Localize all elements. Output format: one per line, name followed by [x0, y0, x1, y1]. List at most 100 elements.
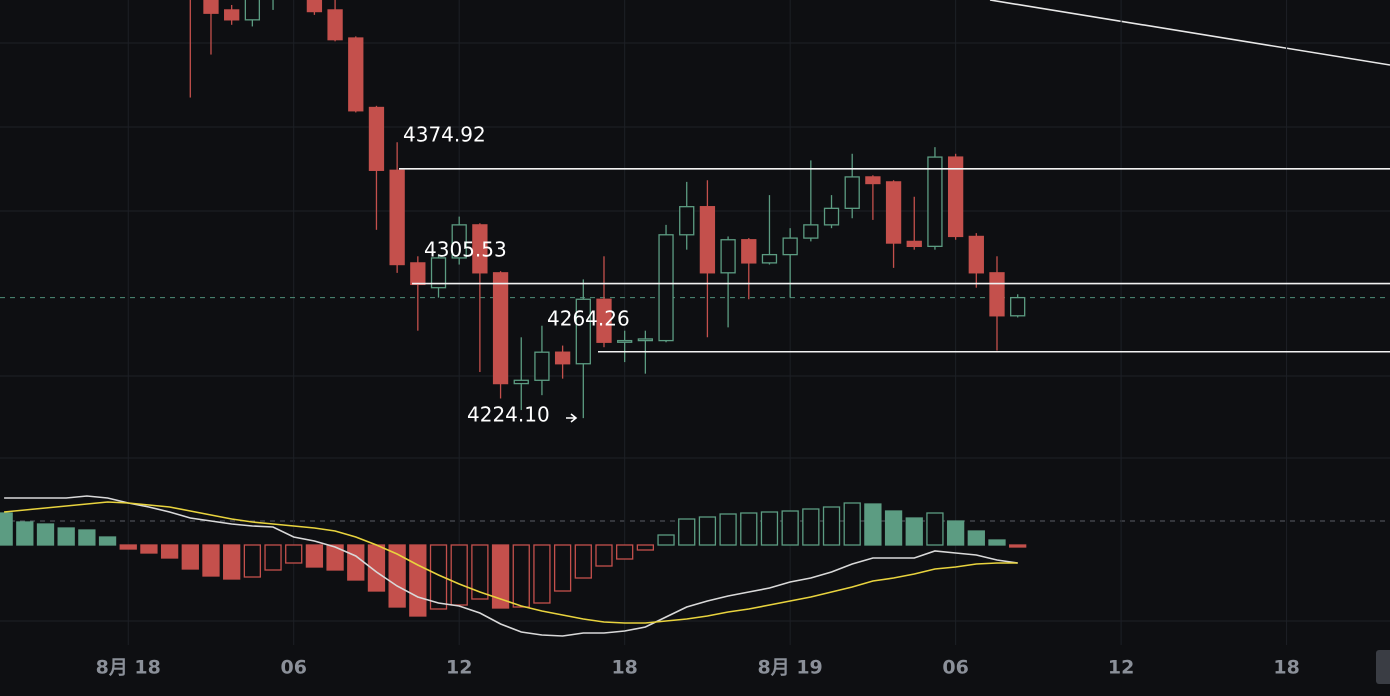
macd-bar	[574, 544, 592, 579]
macd-bar	[347, 544, 365, 581]
macd-bar	[533, 544, 551, 604]
macd-line	[4, 495, 1018, 637]
macd-bar	[657, 534, 675, 546]
low-marker-label: 4224.10	[467, 403, 550, 427]
price-level-label: 4374.92	[403, 123, 486, 147]
macd-bar	[326, 544, 344, 571]
x-tick-label: 06	[280, 657, 306, 679]
macd-bar	[0, 512, 13, 546]
macd-bar	[760, 511, 779, 546]
candle-body	[513, 379, 529, 385]
candle-body	[596, 298, 612, 343]
macd-bar	[905, 517, 923, 546]
candle-body	[1010, 296, 1026, 317]
candle-body	[492, 272, 509, 385]
candle-body	[906, 240, 922, 248]
candle-body	[720, 239, 736, 274]
macd-bar	[698, 516, 717, 546]
macd-panel	[0, 495, 1027, 637]
low-marker-arrow	[566, 413, 578, 423]
x-tick-label: 06	[942, 657, 968, 679]
candle-body	[782, 237, 798, 256]
macd-bar	[884, 510, 903, 546]
candle-body	[244, 0, 261, 21]
macd-bar	[616, 544, 634, 560]
candle-body	[761, 253, 778, 264]
macd-bar	[740, 512, 758, 546]
candle-body	[637, 338, 654, 342]
macd-bar	[450, 544, 468, 606]
macd-bar	[243, 544, 262, 578]
macd-bar	[305, 544, 324, 568]
macd-bar	[181, 544, 199, 570]
macd-bar	[429, 544, 448, 610]
candle-body	[368, 106, 385, 171]
macd-bar	[843, 502, 861, 546]
axis-tag	[1376, 650, 1390, 684]
macd-bar	[264, 544, 282, 571]
candle-body	[803, 224, 819, 239]
price-panel	[0, 0, 1390, 419]
price-level-label: 4305.53	[424, 238, 507, 262]
macd-bar	[595, 544, 613, 567]
candle-body	[389, 169, 405, 266]
macd-bar	[409, 544, 427, 617]
candle-body	[679, 206, 695, 236]
candle-body	[203, 0, 219, 14]
macd-bar	[160, 544, 179, 559]
macd-bar	[988, 539, 1006, 546]
candle-body	[699, 206, 716, 274]
trend-line	[989, 0, 1390, 66]
candle-body	[575, 298, 591, 365]
x-tick-label: 18	[611, 657, 637, 679]
macd-bar	[636, 544, 655, 551]
candle-body	[844, 176, 860, 209]
candle-body	[410, 262, 426, 286]
x-tick-label: 12	[446, 657, 472, 679]
macd-bar	[491, 544, 510, 609]
price-level-label: 4264.26	[547, 307, 630, 331]
candle-body	[927, 156, 943, 248]
macd-bar	[926, 512, 944, 546]
candle-body	[430, 257, 447, 289]
macd-bar	[678, 518, 696, 546]
macd-bar	[946, 520, 965, 546]
macd-bar	[36, 523, 55, 546]
macd-bar	[781, 510, 799, 546]
candle-body	[224, 9, 240, 21]
macd-bar	[223, 544, 241, 580]
macd-bar	[16, 521, 34, 546]
x-axis: 8月 18 06 12 18 8月 19 06 12 18	[96, 657, 1300, 679]
candle-body	[968, 235, 984, 274]
candle-body	[306, 0, 323, 13]
annotations: 4374.92 4305.53 4264.26 4224.10	[399, 123, 1390, 427]
candle-body	[472, 224, 488, 274]
macd-bar	[802, 508, 820, 546]
macd-bar	[285, 544, 303, 564]
candle-body	[554, 351, 571, 365]
candle-body	[327, 9, 343, 41]
macd-bar	[57, 527, 75, 546]
x-tick-label: 8月 18	[96, 657, 161, 679]
macd-bar	[864, 503, 882, 546]
x-tick-label: 8月 19	[758, 657, 823, 679]
macd-bar	[78, 529, 96, 546]
macd-bar	[822, 506, 841, 546]
macd-bar	[512, 544, 530, 608]
macd-bar	[1009, 544, 1027, 548]
macd-bar	[967, 530, 985, 546]
candle-body	[865, 176, 881, 185]
x-tick-label: 12	[1108, 657, 1134, 679]
macd-bar	[471, 544, 489, 600]
macd-bar	[388, 544, 406, 608]
macd-bar	[719, 513, 737, 546]
macd-bar	[553, 544, 572, 592]
candle-body	[658, 234, 674, 342]
macd-line	[4, 501, 1018, 624]
candle-body	[451, 224, 467, 259]
macd-bar	[140, 544, 158, 554]
macd-bar	[98, 536, 117, 546]
